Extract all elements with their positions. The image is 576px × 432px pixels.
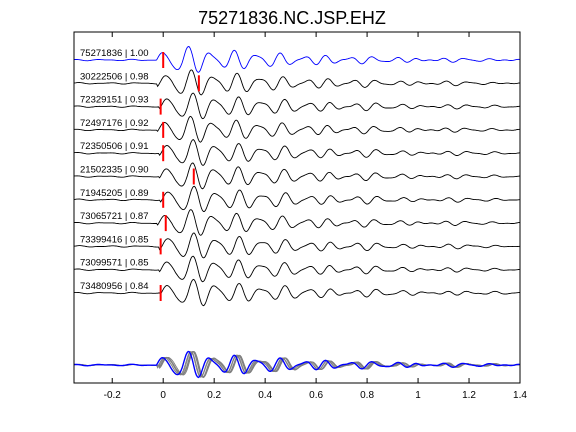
trace-label: 21502335 | 0.90 <box>80 165 149 176</box>
stack-trace-line <box>73 351 520 377</box>
trace-line <box>73 139 520 166</box>
trace-line <box>73 69 520 96</box>
trace-label: 71945205 | 0.89 <box>80 188 149 199</box>
trace-line <box>73 232 520 259</box>
trace-label: 30222506 | 0.98 <box>80 71 149 82</box>
trace-line <box>73 255 520 283</box>
trace-label: 75271836 | 1.00 <box>80 48 149 59</box>
trace-line <box>73 92 520 120</box>
plot-frame <box>73 31 521 384</box>
x-tick-label: 0.4 <box>258 390 272 401</box>
trace-line <box>73 209 520 236</box>
stack-group <box>73 350 520 379</box>
trace-line <box>74 46 520 73</box>
chart-title: 75271836.NC.JSP.EHZ <box>198 8 386 28</box>
trace-label: 72329151 | 0.93 <box>80 95 149 106</box>
x-tick-label: 0 <box>160 390 166 401</box>
stack-trace-line <box>73 351 520 377</box>
pick-markers-group <box>159 52 200 301</box>
trace-labels-group: 75271836 | 1.00 30222506 | 0.98 72329151 |… <box>80 48 149 292</box>
trace-label: 73065721 | 0.87 <box>80 211 149 222</box>
trace-line <box>73 115 520 143</box>
x-tick-label: -0.2 <box>104 390 122 401</box>
x-tick-label: 0.8 <box>360 390 374 401</box>
trace-label: 73399416 | 0.85 <box>80 234 149 245</box>
x-tick-label: 1.2 <box>462 390 476 401</box>
trace-label: 73480956 | 0.84 <box>80 281 149 292</box>
trace-label: 73099571 | 0.85 <box>80 258 149 269</box>
trace-label: 72350506 | 0.91 <box>80 141 149 152</box>
trace-line <box>73 185 520 212</box>
x-tick-label: 1.4 <box>513 390 527 401</box>
trace-line <box>73 162 520 190</box>
x-tick-label: 1 <box>415 390 421 401</box>
stack-trace-line <box>73 351 520 378</box>
x-axis: -0.2 0 0.2 0.4 0.6 0.8 1 1.2 1.4 <box>104 32 527 401</box>
x-tick-label: 0.2 <box>207 390 221 401</box>
stack-reference-line <box>74 350 520 379</box>
traces-group <box>73 46 520 307</box>
trace-label: 72497176 | 0.92 <box>80 118 149 129</box>
trace-line <box>73 278 520 307</box>
x-tick-label: 0.6 <box>309 390 323 401</box>
